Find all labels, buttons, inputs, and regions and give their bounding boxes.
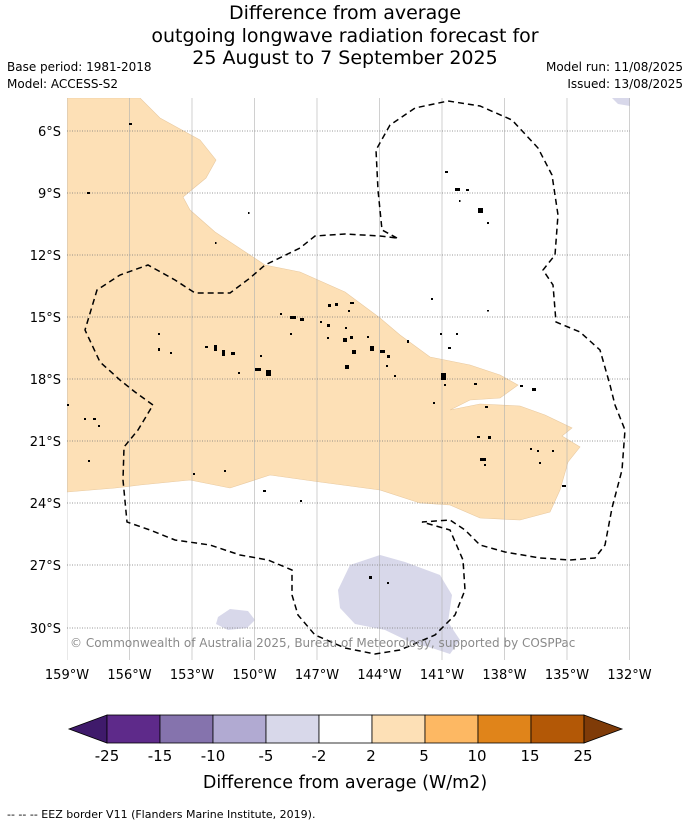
lon-label: 141°W — [420, 668, 464, 683]
lat-label: 21°S — [30, 435, 61, 450]
eez-border — [84, 100, 626, 655]
islands — [67, 123, 566, 584]
colorbar-segment — [265, 714, 320, 744]
colorbar-extend-max — [583, 714, 624, 744]
copyright-notice: © Commonwealth of Australia 2025, Bureau… — [70, 636, 575, 650]
base-period: Base period: 1981-2018 — [7, 60, 152, 74]
lat-label: 24°S — [30, 497, 61, 512]
lon-label: 138°W — [482, 668, 526, 683]
colorbar-segment — [159, 714, 214, 744]
negative-anomaly-region-corner — [612, 98, 630, 106]
colorbar-tick: -15 — [148, 747, 173, 765]
colorbar-label: Difference from average (W/m2) — [203, 773, 487, 793]
title-line-1: Difference from average — [228, 2, 462, 24]
model-run: Model run: 11/08/2025 — [545, 60, 683, 74]
lon-label: 147°W — [295, 668, 339, 683]
lat-label: 27°S — [30, 559, 61, 574]
lon-label: 159°W — [45, 668, 89, 683]
lat-label: 12°S — [30, 249, 61, 264]
colorbar-segment — [371, 714, 426, 744]
colorbar-tick: 10 — [467, 747, 486, 765]
lon-label: 150°W — [232, 668, 276, 683]
colorbar-tick: -2 — [312, 747, 327, 765]
title-line-3: 25 August to 7 September 2025 — [192, 47, 498, 69]
colorbar-tick: -10 — [201, 747, 226, 765]
lat-labels: 6°S 9°S 12°S 15°S 18°S 21°S 24°S 27°S 30… — [30, 125, 61, 637]
colorbar-tick: 2 — [366, 747, 376, 765]
lon-label: 132°W — [607, 668, 651, 683]
lon-labels: 159°W 156°W 153°W 150°W 147°W 144°W 141°… — [45, 668, 652, 683]
colorbar-segment — [424, 714, 479, 744]
map-title: Difference from average outgoing longwav… — [0, 2, 690, 70]
lon-label: 135°W — [545, 668, 589, 683]
colorbar-tick: -25 — [95, 747, 120, 765]
lon-label: 153°W — [170, 668, 214, 683]
lat-label: 15°S — [30, 311, 61, 326]
eez-legend-note: -- -- -- EEZ border V11 (Flanders Marine… — [7, 808, 316, 821]
lat-label: 6°S — [38, 125, 61, 140]
model-name: Model: ACCESS-S2 — [7, 77, 119, 91]
lon-label: 144°W — [357, 668, 401, 683]
colorbar-extend-min — [67, 714, 108, 744]
lon-label: 156°W — [107, 668, 151, 683]
colorbar-segment — [212, 714, 267, 744]
colorbar-segment — [106, 714, 161, 744]
negative-anomaly-region-south — [338, 555, 460, 654]
meta-right: Model run: 11/08/2025 Issued: 13/08/2025 — [546, 59, 683, 93]
lat-label: 30°S — [30, 622, 61, 637]
positive-anomaly-region — [67, 98, 581, 521]
lat-label: 18°S — [30, 373, 61, 388]
colorbar-segment — [530, 714, 585, 744]
colorbar-segment — [477, 714, 532, 744]
colorbar-tick: 25 — [573, 747, 592, 765]
negative-anomaly-region-small — [216, 609, 255, 630]
issued-date: Issued: 13/08/2025 — [567, 77, 683, 91]
colorbar-tick: 15 — [520, 747, 539, 765]
map-plot-area: © Commonwealth of Australia 2025, Bureau… — [67, 98, 630, 660]
colorbar-tick: -5 — [259, 747, 274, 765]
title-line-2: outgoing longwave radiation forecast for — [151, 24, 539, 47]
lat-label: 9°S — [38, 187, 61, 202]
colorbar-tick: 5 — [419, 747, 429, 765]
colorbar-ticks: -25 -15 -10 -5 -2 2 5 10 15 25 — [95, 747, 593, 765]
colorbar-segment — [318, 714, 373, 744]
meta-left: Base period: 1981-2018 Model: ACCESS-S2 — [7, 59, 152, 93]
colorbar — [67, 714, 624, 744]
